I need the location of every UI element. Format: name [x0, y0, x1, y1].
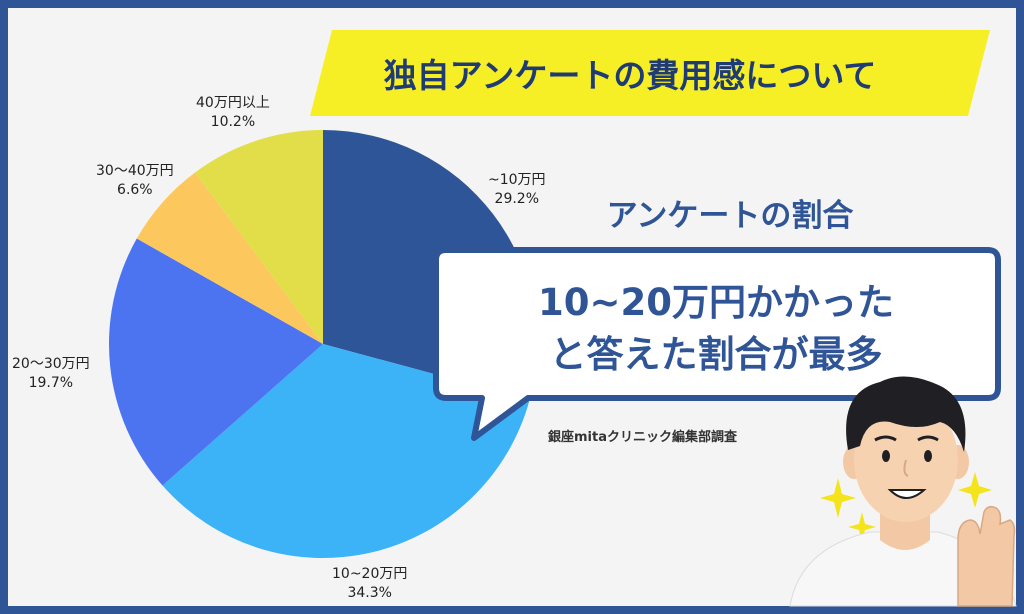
survey-credit: 銀座mitaクリニック編集部調査 — [548, 430, 737, 445]
pie-slice-2 — [108, 238, 323, 486]
pie-label-30-40man: 30〜40万円 6.6% — [96, 162, 174, 200]
slice-name: ~10万円 — [488, 172, 546, 188]
sparkle-icon — [820, 478, 856, 518]
pie-slice-3 — [136, 172, 323, 344]
page-title: 独自アンケートの費用感について — [383, 56, 877, 95]
callout-text: 10~20万円かかった と答えた割合が最多 — [440, 268, 992, 390]
slice-percent: 6.6% — [117, 182, 153, 198]
slice-percent: 19.7% — [28, 375, 74, 391]
callout-line-1: 10~20万円かかった — [538, 281, 894, 324]
pie-label-over-40man: 40万円以上 10.2% — [196, 94, 270, 132]
slice-name: 20〜30万円 — [12, 356, 90, 372]
title-banner — [310, 30, 990, 116]
pie-label-under-10man: ~10万円 29.2% — [488, 171, 546, 209]
sparkle-icon — [848, 512, 876, 542]
slice-name: 10~20万円 — [332, 566, 408, 582]
callout-line-2: と答えた割合が最多 — [549, 333, 883, 376]
slice-percent: 10.2% — [210, 114, 256, 130]
sparkle-icon — [958, 472, 992, 508]
slice-percent: 29.2% — [494, 191, 540, 207]
pie-label-10-20man: 10~20万円 34.3% — [332, 565, 407, 603]
slice-percent: 34.3% — [347, 585, 392, 601]
slice-name: 30〜40万円 — [96, 163, 174, 179]
pie-label-20-30man: 20〜30万円 19.7% — [12, 355, 90, 393]
slice-name: 40万円以上 — [196, 95, 270, 111]
chart-subtitle: アンケートの割合 — [606, 198, 854, 234]
pie-slice-4 — [195, 130, 323, 344]
